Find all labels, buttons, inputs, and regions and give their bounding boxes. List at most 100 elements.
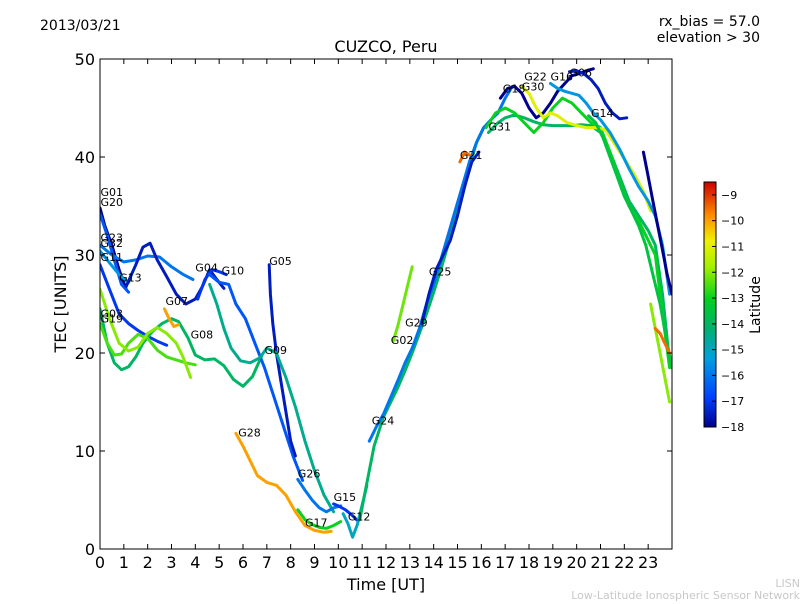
tec-series-g03: [100, 307, 264, 388]
x-tick-label: 4: [190, 553, 200, 572]
tec-series-g07: [162, 307, 181, 328]
y-tick-label: 20: [75, 344, 95, 363]
tec-series-g28: [234, 431, 333, 534]
colorbar-tick-label: −12: [721, 266, 744, 279]
x-tick-label: 17: [495, 553, 515, 572]
y-axis-label: TEC [UNITS]: [51, 256, 70, 354]
satellite-label-g08: G08: [191, 328, 214, 341]
satellite-label-g09: G09: [265, 344, 288, 357]
colorbar: [703, 181, 717, 428]
satellite-label-g24: G24: [372, 415, 395, 428]
x-tick-label: 12: [376, 553, 396, 572]
tec-series-g13: [124, 241, 226, 306]
tec-series-g21: [458, 150, 471, 164]
y-tick-label: 30: [75, 246, 95, 265]
satellite-label-g17: G17: [305, 517, 328, 530]
x-tick-label: 10: [328, 553, 348, 572]
satellite-label-g02: G02: [391, 334, 414, 347]
tec-series-g09: [208, 282, 336, 514]
tec-series-g20: [100, 212, 131, 294]
colorbar-tick-label: −16: [721, 369, 744, 382]
tec-series-g23: [100, 243, 195, 281]
tec-series-g05: [267, 263, 297, 458]
colorbar-label: Latitude: [748, 276, 764, 334]
y-axis-ticks: 0 10 20 30 40 50: [75, 50, 672, 559]
chart-title: CUZCO, Peru: [334, 37, 437, 56]
tec-series-g25: [420, 150, 481, 326]
satellite-label-g16: G16: [551, 71, 574, 84]
colorbar-tick-label: −14: [721, 318, 744, 331]
x-axis-label: Time [UT]: [346, 575, 425, 594]
tec-series-g32: [100, 249, 131, 284]
colorbar-ticks: −9 −10 −11 −12 −13 −14 −15 −16 −17 −18: [712, 189, 744, 434]
x-tick-label: 7: [262, 553, 272, 572]
satellite-label-g30: G30: [522, 80, 545, 93]
satellite-label-g14: G14: [591, 107, 614, 120]
satellite-label-g10: G10: [222, 265, 245, 278]
x-tick-label: 21: [590, 553, 610, 572]
plot-area: [100, 59, 672, 549]
tec-series-g06: [568, 69, 629, 121]
x-tick-label: 19: [543, 553, 563, 572]
x-tick-label: 6: [238, 553, 248, 572]
tec-series-g06b: [641, 150, 672, 296]
satellite-label-g07: G07: [166, 295, 189, 308]
satellite-label-g19: G19: [101, 313, 124, 326]
tec-series-g11: [100, 263, 169, 347]
satellite-label-g04: G04: [195, 262, 218, 275]
colorbar-tick-label: −11: [721, 240, 744, 253]
colorbar-tick-label: −10: [721, 215, 744, 228]
satellite-label-g13: G13: [119, 272, 142, 285]
series-layer: [100, 67, 672, 539]
x-tick-label: 14: [423, 553, 443, 572]
x-tick-label: 1: [119, 553, 129, 572]
satellite-label-g22: G22: [524, 71, 547, 84]
x-tick-label: 18: [519, 553, 539, 572]
tec-series-g14: [587, 114, 672, 370]
colorbar-tick-label: −15: [721, 344, 744, 357]
tec-series-g30: [484, 96, 672, 370]
colorbar-tick-label: −17: [721, 395, 744, 408]
satellite-label-g31: G31: [489, 121, 512, 134]
x-tick-label: 5: [214, 553, 224, 572]
tec-series-g16: [549, 82, 672, 296]
satellite-label-g20: G20: [101, 196, 124, 209]
satellite-label-g15: G15: [334, 491, 357, 504]
tec-series-g04: [196, 268, 228, 301]
satellite-label-g06: G06: [570, 67, 593, 80]
satellite-label-g29: G29: [405, 317, 428, 330]
x-tick-label: 15: [447, 553, 467, 572]
date-label: 2013/03/21: [40, 18, 121, 34]
tec-series-g16b: [653, 327, 672, 355]
rx-bias-label: rx_bias = 57.0: [658, 14, 760, 30]
satellite-label-g11: G11: [101, 251, 124, 264]
satellite-label-g26: G26: [298, 468, 321, 481]
org-short-credit: LISN: [775, 577, 800, 590]
satellite-label-g23: G23: [101, 231, 124, 244]
colorbar-tick-label: −18: [721, 421, 744, 434]
x-tick-label: 16: [471, 553, 491, 572]
tec-series-g17: [296, 508, 343, 530]
satellite-label-g18: G18: [503, 82, 526, 95]
x-tick-label: 13: [400, 553, 420, 572]
x-tick-label: 9: [309, 553, 319, 572]
tec-series-g14b: [649, 302, 672, 404]
satellite-label-g21: G21: [460, 149, 483, 162]
tec-series-g26: [296, 477, 343, 514]
tec-series-g08: [100, 287, 193, 379]
y-tick-label: 40: [75, 148, 95, 167]
satellite-label-g28: G28: [238, 426, 261, 439]
x-tick-label: 3: [166, 553, 176, 572]
satellite-label-g01: G01: [101, 186, 124, 199]
satellite-label-g32: G32: [101, 237, 124, 250]
tec-series-g19: [100, 322, 197, 367]
tec-series-g15: [332, 502, 359, 523]
org-long-credit: Low-Latitude Ionospheric Sensor Network: [571, 589, 800, 602]
satellite-label-g25: G25: [429, 266, 452, 279]
x-axis-ticks: 0 1 2 3 4 5 6 7 8 9 10 11 12 13 14 15 16 17 18 19 20 21 22 23: [95, 59, 658, 572]
tec-series-g10: [208, 273, 305, 482]
x-tick-label: 11: [352, 553, 372, 572]
x-tick-label: 23: [638, 553, 658, 572]
